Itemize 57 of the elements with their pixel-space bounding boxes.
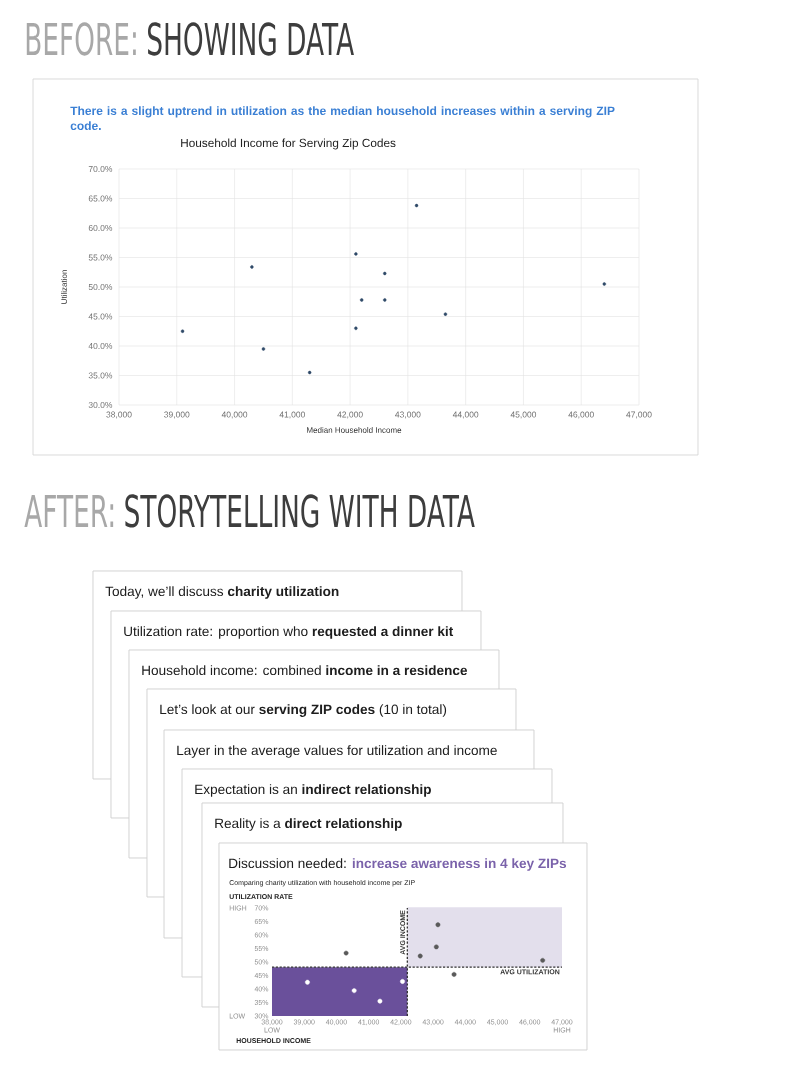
- point: [180, 329, 185, 333]
- text: Utilization rate: proportion who requested a dinner kit: [124, 626, 454, 639]
- point: [435, 922, 441, 928]
- y-tick-label: 55.0%: [88, 254, 113, 261]
- text: BEFORE:: [26, 22, 136, 56]
- point: [377, 998, 383, 1004]
- x-tick-label: 42,000: [337, 411, 363, 419]
- x-tick-label: 39,000: [164, 411, 190, 419]
- point: [540, 957, 546, 963]
- y-axis-title: Utilization: [61, 270, 67, 304]
- point: [383, 298, 387, 302]
- y-tick-label: 40.0%: [88, 342, 113, 349]
- point: [383, 271, 387, 276]
- point: [307, 370, 312, 375]
- text: Let’s look at our serving ZIP codes (10 in total): [160, 704, 447, 717]
- text: Household income: combined income in a residence: [142, 665, 468, 676]
- point: [354, 252, 358, 256]
- point: [250, 265, 254, 269]
- y-tick-label: 50.0%: [88, 284, 113, 290]
- text: Reality is a direct relationship: [215, 818, 402, 831]
- point: [305, 979, 310, 985]
- x-tick-label: 46,000: [568, 411, 594, 419]
- x-tick-label: 38,000: [106, 411, 132, 419]
- text: Layer in the average values for utilization and income: [177, 745, 497, 758]
- point: [351, 988, 357, 994]
- x-tick-label: 40,000: [221, 411, 248, 419]
- text: SHOWING DATA: [148, 22, 354, 56]
- chart-title: Discussion needed: increase awareness in 4 key ZIPs: [229, 858, 567, 871]
- point: [433, 944, 439, 950]
- y-tick-label: 35.0%: [88, 372, 113, 379]
- y-tick-label: 65.0%: [88, 195, 113, 202]
- chart-subtitle: There is a slight uptrend in utilization as the median household increases within a serving ZIP code.: [70, 106, 615, 130]
- point: [400, 979, 405, 984]
- point: [261, 347, 266, 351]
- y-tick-label: 70.0%: [88, 166, 113, 172]
- point: [443, 312, 448, 316]
- x-tick-label: 45,000: [510, 411, 537, 419]
- point: [417, 953, 423, 959]
- y-tick-label: 30.0%: [88, 401, 113, 408]
- point: [414, 203, 419, 208]
- text: STORYTELLING WITH DATA: [125, 494, 475, 528]
- y-tick-label: 45.0%: [88, 313, 113, 320]
- x-axis-title: Median Household Income: [307, 427, 402, 433]
- chart-title: Household Income for Serving Zip Codes: [181, 138, 396, 150]
- point: [451, 972, 457, 977]
- point: [343, 950, 349, 956]
- point: [602, 282, 607, 286]
- text: AFTER:: [24, 494, 114, 527]
- x-tick-label: 43,000: [395, 411, 421, 419]
- point: [359, 298, 364, 302]
- y-tick-label: 60.0%: [88, 225, 113, 231]
- text: Expectation is an indirect relationship: [195, 784, 431, 797]
- point: [354, 326, 358, 330]
- x-tick-label: 41,000: [279, 411, 305, 419]
- text: Today, we’ll discuss charity utilization: [105, 586, 339, 599]
- x-tick-label: 44,000: [452, 411, 479, 419]
- x-tick-label: 47,000: [626, 411, 652, 419]
